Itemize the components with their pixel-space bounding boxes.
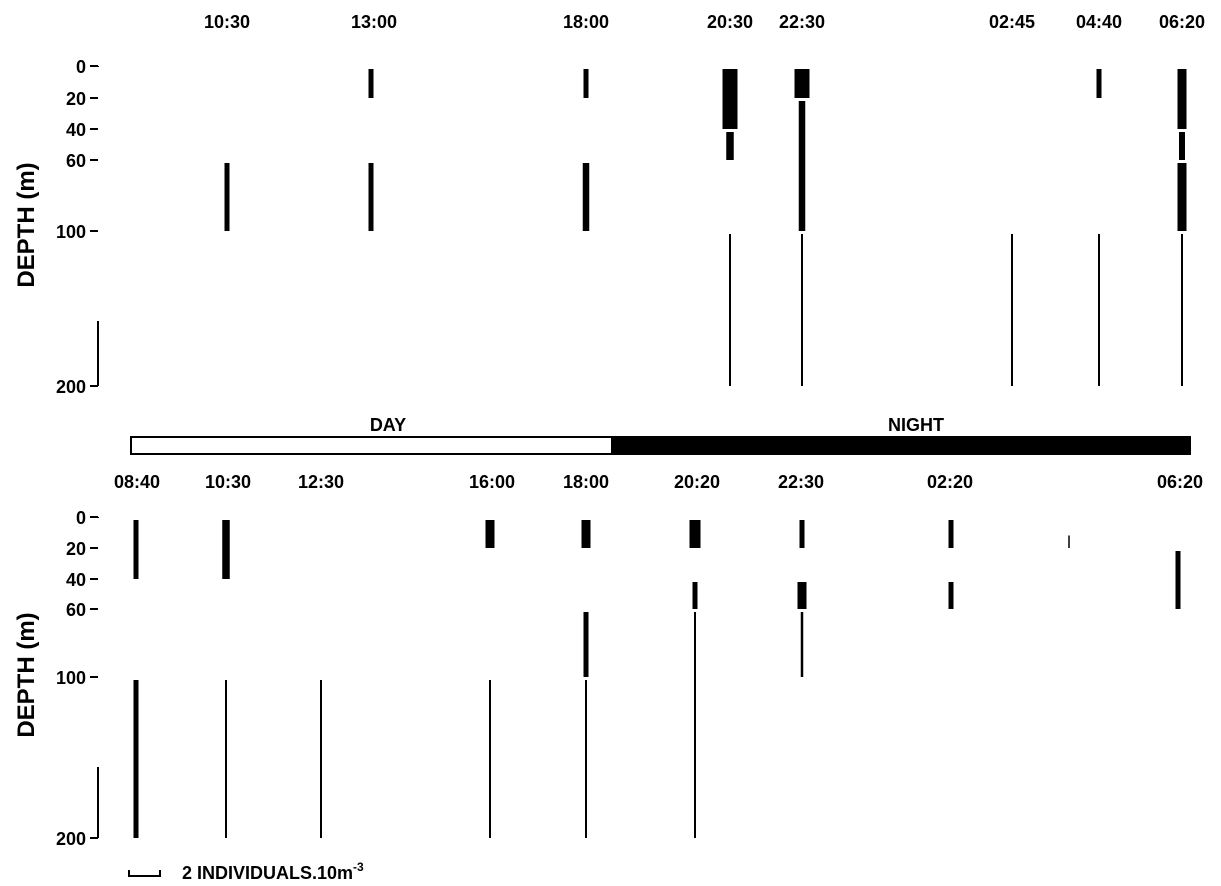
abundance-bar bbox=[485, 520, 495, 548]
abundance-scale-legend: 2 INDIVIDUALS.10m-3 bbox=[128, 860, 364, 883]
day-label: DAY bbox=[370, 415, 406, 435]
abundance-bar bbox=[726, 132, 734, 160]
y-tick-label: 60 bbox=[66, 151, 86, 171]
y-tick-label: 20 bbox=[66, 89, 86, 109]
day-period-bar bbox=[130, 436, 613, 455]
sample-time-label: 16:00 bbox=[469, 472, 515, 492]
abundance-bar bbox=[798, 101, 806, 231]
sample-time-label: 13:00 bbox=[351, 12, 397, 32]
day-night-bar: DAY NIGHT bbox=[130, 415, 1191, 455]
y-tick-label: 100 bbox=[56, 222, 86, 242]
abundance-bar bbox=[1177, 69, 1187, 129]
sample-time-label: 12:30 bbox=[298, 472, 344, 492]
y-tick-label: 40 bbox=[66, 570, 86, 590]
sample-time-label: 08:40 bbox=[114, 472, 160, 492]
abundance-bar bbox=[799, 520, 805, 548]
abundance-bar bbox=[694, 612, 696, 838]
sample-time-label: 10:30 bbox=[204, 12, 250, 32]
sample-time-label: 02:45 bbox=[989, 12, 1035, 32]
y-tick-label: 40 bbox=[66, 120, 86, 140]
abundance-bar bbox=[585, 680, 587, 838]
y-tick-label: 0 bbox=[76, 57, 86, 77]
abundance-bar bbox=[225, 680, 227, 838]
sample-time-label: 22:30 bbox=[779, 12, 825, 32]
sample-time-label: 18:00 bbox=[563, 472, 609, 492]
sample-time-label: 20:20 bbox=[674, 472, 720, 492]
abundance-bar bbox=[1068, 535, 1070, 548]
y-axis-label: DEPTH (m) bbox=[13, 162, 40, 287]
abundance-bar bbox=[224, 163, 230, 231]
bottom-panel: 0 20 40 60 100 200 DEPTH (m) 08:40 10:30 12:30 16:… bbox=[13, 472, 1203, 849]
y-tick-label: 100 bbox=[56, 668, 86, 688]
sample-time-label: 06:20 bbox=[1159, 12, 1205, 32]
abundance-bar bbox=[368, 69, 374, 98]
abundance-bar bbox=[794, 69, 810, 98]
sample-time-label: 02:20 bbox=[927, 472, 973, 492]
y-tick-label: 60 bbox=[66, 600, 86, 620]
abundance-bar bbox=[222, 520, 230, 579]
sample-time-label: 10:30 bbox=[205, 472, 251, 492]
sample-time-label: 06:20 bbox=[1157, 472, 1203, 492]
y-tick-label: 0 bbox=[76, 508, 86, 528]
abundance-bar bbox=[948, 582, 954, 609]
sample-time-label: 18:00 bbox=[563, 12, 609, 32]
abundance-bar bbox=[948, 520, 954, 548]
abundance-bar bbox=[692, 582, 698, 609]
abundance-bar bbox=[320, 680, 322, 838]
scale-bracket bbox=[128, 870, 161, 877]
abundance-bar bbox=[1175, 551, 1181, 609]
abundance-bar bbox=[689, 520, 701, 548]
abundance-bar bbox=[1011, 234, 1013, 386]
abundance-bar bbox=[133, 680, 139, 838]
abundance-bar bbox=[729, 234, 731, 386]
sample-time-label: 22:30 bbox=[778, 472, 824, 492]
abundance-bar bbox=[582, 163, 590, 231]
abundance-bar bbox=[133, 520, 139, 579]
sample-time-label: 20:30 bbox=[707, 12, 753, 32]
top-panel: 0 20 40 60 100 200 DEPTH (m) 10:30 13:00 18:00 20:… bbox=[13, 12, 1205, 397]
y-tick-label: 200 bbox=[56, 377, 86, 397]
abundance-bar bbox=[368, 163, 374, 231]
night-period-bar bbox=[611, 436, 1191, 455]
abundance-bar bbox=[1179, 132, 1185, 160]
sample-time-label: 04:40 bbox=[1076, 12, 1122, 32]
abundance-bar bbox=[583, 612, 589, 677]
abundance-bar bbox=[800, 612, 804, 677]
abundance-bar bbox=[1181, 234, 1183, 386]
abundance-bar bbox=[801, 234, 803, 386]
abundance-bar bbox=[1177, 163, 1187, 231]
abundance-bar bbox=[1098, 234, 1100, 386]
abundance-bar bbox=[581, 520, 591, 548]
abundance-bar bbox=[583, 69, 589, 98]
y-tick-label: 200 bbox=[56, 829, 86, 849]
abundance-bar bbox=[489, 680, 491, 838]
scale-label: 2 INDIVIDUALS.10m-3 bbox=[182, 860, 364, 883]
night-label: NIGHT bbox=[888, 415, 944, 435]
abundance-bar bbox=[1096, 69, 1102, 98]
abundance-bar bbox=[797, 582, 807, 609]
y-tick-label: 20 bbox=[66, 539, 86, 559]
abundance-bar bbox=[722, 69, 738, 129]
y-axis-label: DEPTH (m) bbox=[13, 612, 40, 737]
